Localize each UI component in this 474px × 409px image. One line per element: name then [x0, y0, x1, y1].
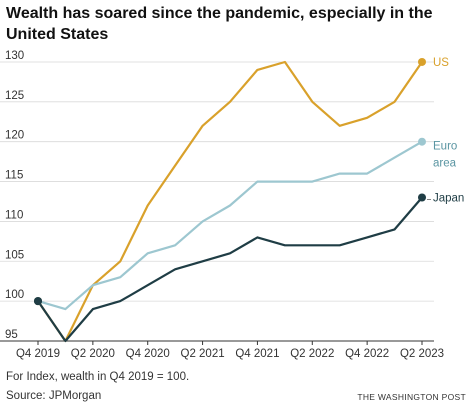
series-line-japan	[36, 196, 424, 343]
x-tick-label: Q4 2022	[345, 348, 389, 360]
y-tick-label: 105	[5, 249, 24, 261]
publisher-credit: THE WASHINGTON POST	[357, 392, 466, 402]
series-lines	[36, 60, 424, 343]
chart-title: Wealth has soared since the pandemic, es…	[6, 5, 433, 43]
series-label-euro-area: Euro	[433, 141, 457, 153]
end-point-us	[418, 57, 426, 66]
x-tick-label: Q2 2023	[400, 348, 444, 360]
footnote: For Index, wealth in Q4 2019 = 100.	[6, 371, 190, 383]
x-tick-label: Q4 2020	[126, 348, 170, 360]
x-tick-label: Q2 2021	[181, 348, 225, 360]
series-line-us	[36, 60, 424, 343]
series-points	[34, 57, 426, 306]
grid-lines	[0, 61, 434, 342]
series-label-us: US	[433, 57, 449, 69]
y-axis-ticks: 95 100 105 110 115 120 125 130	[5, 50, 24, 341]
x-tick-label: Q2 2022	[290, 348, 334, 360]
series-label-japan: Japan	[433, 193, 464, 205]
y-tick-label: 95	[5, 329, 18, 341]
series-line-euro-area	[36, 140, 424, 311]
x-tick-label: Q4 2021	[235, 348, 279, 360]
y-tick-label: 115	[5, 170, 23, 182]
x-axis-ticks: Q4 2019 Q2 2020 Q4 2020 Q2 2021 Q4 2021 Q2 20…	[16, 341, 444, 360]
y-tick-label: 110	[5, 209, 23, 221]
y-tick-label: 120	[5, 130, 24, 142]
series-label-euro-area: area	[433, 158, 457, 170]
end-point-japan	[418, 193, 426, 202]
x-tick-label: Q4 2019	[16, 348, 60, 360]
start-point-japan-top	[34, 297, 42, 306]
x-tick-label: Q2 2020	[71, 348, 115, 360]
end-point-euro-area	[418, 137, 426, 146]
y-tick-label: 130	[5, 50, 24, 62]
y-tick-label: 125	[5, 90, 24, 102]
source-note: Source: JPMorgan	[6, 390, 102, 402]
y-tick-label: 100	[5, 289, 24, 301]
series-labels: US Euro area Japan	[427, 57, 464, 205]
